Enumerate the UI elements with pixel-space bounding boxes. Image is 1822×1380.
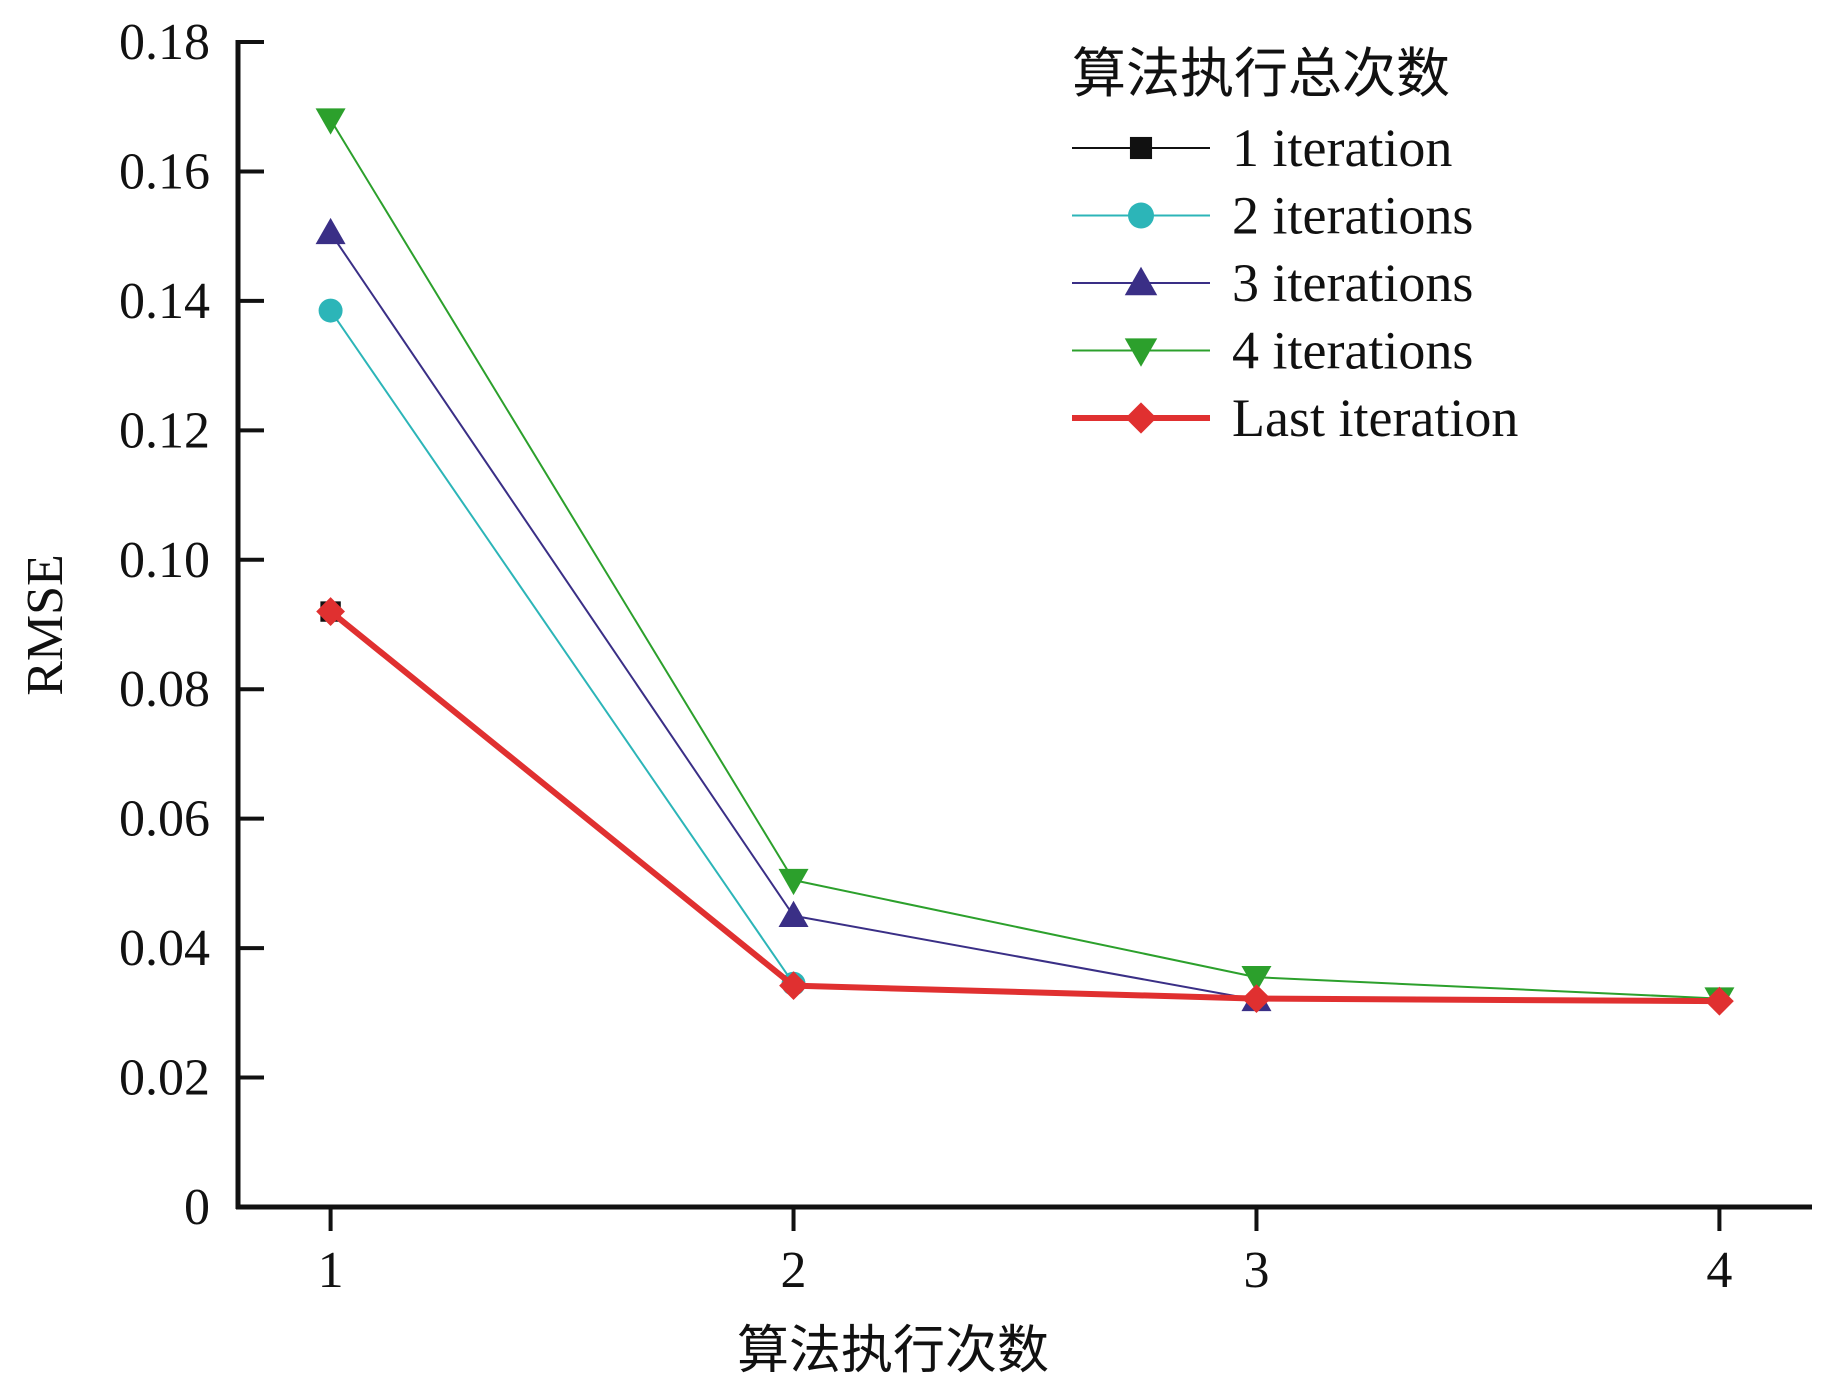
legend-label: 4 iterations xyxy=(1232,321,1473,381)
x-axis-ticks: 1 2 3 4 xyxy=(318,1207,1732,1299)
y-tick-label: 0.10 xyxy=(119,532,210,589)
y-tick-label: 0.08 xyxy=(119,661,210,718)
legend-label: 1 iteration xyxy=(1232,118,1452,178)
legend-swatch-marker xyxy=(1124,266,1158,296)
series-4 xyxy=(315,108,1735,1014)
data-point xyxy=(778,868,809,896)
data-point xyxy=(315,217,346,245)
y-tick-label: 0.06 xyxy=(119,791,210,848)
y-tick-label: 0.12 xyxy=(119,402,210,459)
x-tick-label: 4 xyxy=(1706,1242,1732,1299)
legend-item: 2 iterations xyxy=(1072,186,1473,246)
x-tick-label: 1 xyxy=(318,1242,344,1299)
data-point xyxy=(1242,984,1271,1013)
legend-label: Last iteration xyxy=(1232,388,1518,448)
legend-label: 2 iterations xyxy=(1232,186,1473,246)
data-point xyxy=(315,108,346,135)
axes xyxy=(235,40,1812,1210)
legend: 算法执行总次数 1 iteration 2 iterations 3 iterati… xyxy=(1072,44,1518,448)
series-line xyxy=(328,609,1720,1005)
data-point xyxy=(1705,986,1734,1016)
series-line xyxy=(329,310,795,985)
legend-item: 1 iteration xyxy=(1072,118,1452,178)
legend-items: 1 iteration 2 iterations 3 iterations 4 ite… xyxy=(1072,118,1518,448)
data-point xyxy=(779,971,808,1001)
legend-label: 3 iterations xyxy=(1232,253,1473,313)
legend-item: 3 iterations xyxy=(1072,253,1473,313)
y-tick-label: 0.04 xyxy=(119,920,210,977)
x-tick-label: 2 xyxy=(781,1242,807,1299)
legend-swatch-marker xyxy=(1128,202,1154,229)
x-axis-title: 算法执行次数 xyxy=(737,1323,1049,1380)
series-5 xyxy=(316,597,1734,1016)
y-axis-ticks: 0 0.02 0.04 0.06 0.08 0.10 0.12 0.14 0.16 0.18 xyxy=(119,14,264,1236)
data-point xyxy=(1241,965,1272,993)
y-tick-label: 0.14 xyxy=(119,273,210,330)
legend-title: 算法执行总次数 xyxy=(1072,44,1450,104)
legend-swatch-marker xyxy=(1125,402,1157,434)
y-tick-label: 0.16 xyxy=(119,143,210,200)
y-tick-label: 0.18 xyxy=(119,14,210,71)
legend-swatch-marker xyxy=(1124,338,1158,367)
series-2 xyxy=(318,298,806,996)
y-axis-title: RMSE xyxy=(17,554,74,696)
series-line xyxy=(329,119,1720,1000)
legend-swatch-marker xyxy=(1129,136,1153,160)
y-tick-label: 0.02 xyxy=(119,1050,210,1107)
data-point xyxy=(316,597,345,626)
plot-series xyxy=(315,108,1735,1016)
data-point xyxy=(318,298,343,323)
legend-item: Last iteration xyxy=(1072,388,1518,448)
x-tick-label: 3 xyxy=(1243,1242,1269,1299)
data-point xyxy=(778,900,809,927)
legend-item: 4 iterations xyxy=(1072,321,1473,381)
y-tick-label: 0 xyxy=(184,1179,210,1236)
